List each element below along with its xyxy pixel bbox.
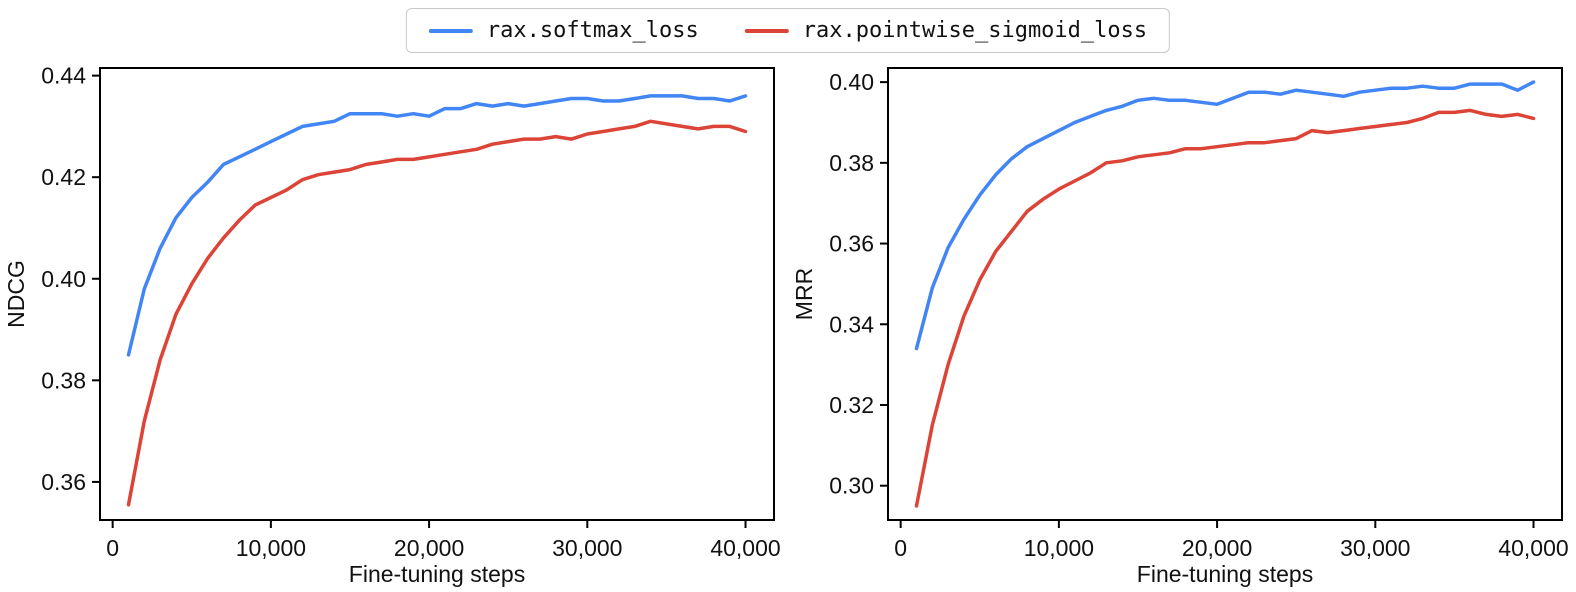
pointwise-sigmoid-loss-line-swatch <box>744 28 789 33</box>
legend-item-softmax-loss: rax.softmax_loss <box>428 18 699 43</box>
y-tick-label: 0.40 <box>829 69 874 95</box>
y-tick-label: 0.38 <box>829 150 874 176</box>
y-tick-label: 0.36 <box>41 469 86 495</box>
charts-row: 0 10,000 20,000 30,000 40,000 0.36 0.38 0.40 0.4… <box>0 52 1576 592</box>
axes-box <box>99 67 775 521</box>
x-tick-label: 20,000 <box>1182 535 1252 561</box>
y-axis-label: MRR <box>791 268 817 320</box>
softmax-loss-line-swatch <box>428 28 473 33</box>
x-tick-label: 0 <box>106 535 119 561</box>
x-tick-label: 10,000 <box>236 535 306 561</box>
y-tick-label: 0.44 <box>41 63 86 89</box>
x-tick-label: 30,000 <box>1340 535 1410 561</box>
x-tick-label: 0 <box>894 535 907 561</box>
y-tick-label: 0.30 <box>829 473 874 499</box>
series-line-rax-pointwise-sigmoid-loss <box>126 119 748 507</box>
ndcg-chart: 0 10,000 20,000 30,000 40,000 0.36 0.38 0.40 0.4… <box>3 63 781 587</box>
y-tick-label: 0.42 <box>41 164 86 190</box>
legend-label-pointwise-sigmoid-loss: rax.pointwise_sigmoid_loss <box>802 18 1148 43</box>
y-tick-label: 0.34 <box>829 311 874 337</box>
series-line-rax-softmax-loss <box>914 80 1536 351</box>
legend: rax.softmax_loss rax.pointwise_sigmoid_l… <box>405 8 1171 53</box>
y-tick-label: 0.40 <box>41 266 86 292</box>
series-line-rax-pointwise-sigmoid-loss <box>914 108 1536 508</box>
x-axis-label: Fine-tuning steps <box>349 561 525 587</box>
axes-box <box>887 67 1563 521</box>
mrr-chart: 0 10,000 20,000 30,000 40,000 0.30 0.32 0.34 0.3… <box>791 67 1569 587</box>
x-tick-label: 40,000 <box>1498 535 1568 561</box>
x-axis-label: Fine-tuning steps <box>1137 561 1313 587</box>
y-tick-label: 0.36 <box>829 231 874 257</box>
x-tick-label: 20,000 <box>394 535 464 561</box>
x-tick-label: 30,000 <box>552 535 622 561</box>
y-tick-label: 0.32 <box>829 392 874 418</box>
legend-item-pointwise-sigmoid-loss: rax.pointwise_sigmoid_loss <box>744 18 1148 43</box>
y-tick-label: 0.38 <box>41 367 86 393</box>
y-axis-label: NDCG <box>3 260 29 328</box>
series-line-rax-softmax-loss <box>126 94 748 357</box>
x-tick-label: 10,000 <box>1024 535 1094 561</box>
legend-label-softmax-loss: rax.softmax_loss <box>486 18 699 43</box>
x-tick-label: 40,000 <box>710 535 780 561</box>
